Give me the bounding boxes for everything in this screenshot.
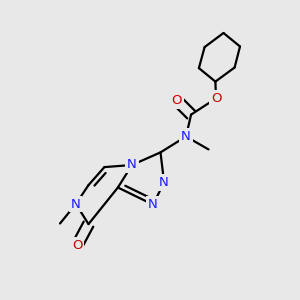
Text: N: N [148,198,158,211]
Text: N: N [71,197,81,211]
Text: O: O [211,92,221,105]
Text: N: N [159,176,169,189]
Text: O: O [172,94,182,107]
Text: N: N [127,158,137,172]
Text: N: N [181,130,191,143]
Text: O: O [72,239,82,252]
